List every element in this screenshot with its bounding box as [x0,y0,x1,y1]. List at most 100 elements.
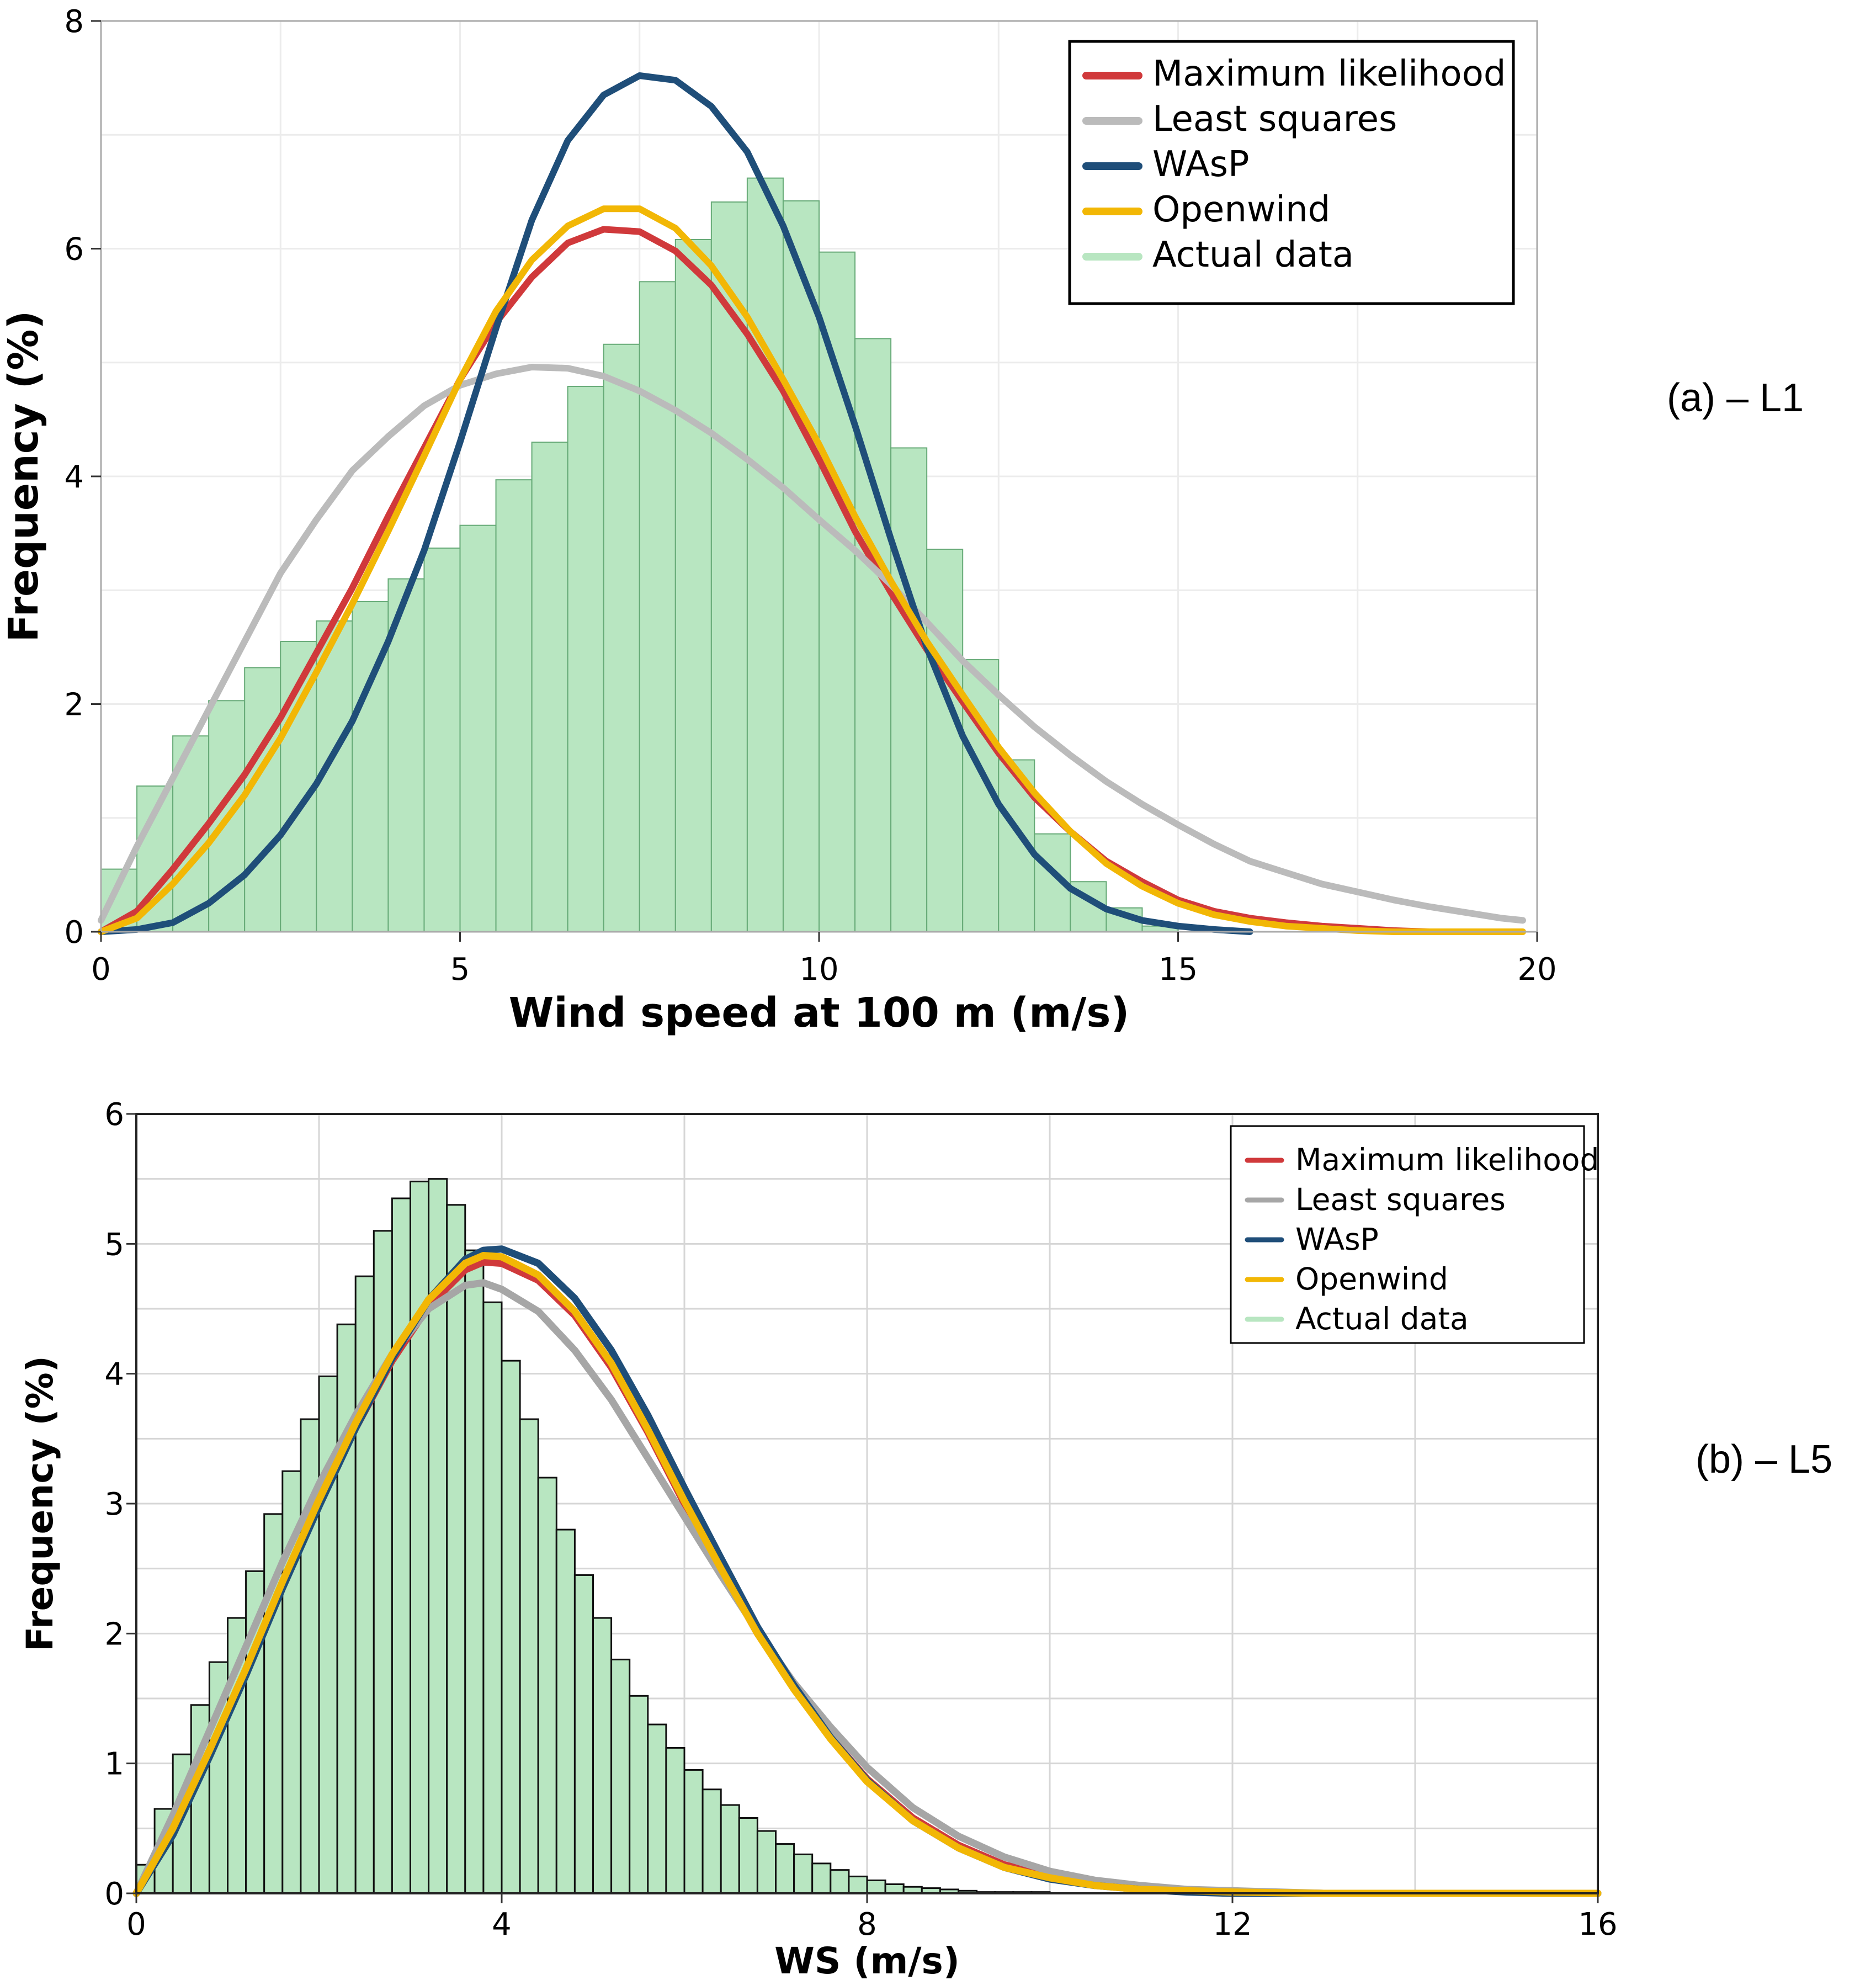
histogram-bar [746,177,784,932]
panel-a: 0 5 10 15 20 0 2 4 6 8 Wind speed at 100 m (m/s) Fr… [0,4,1804,1037]
histogram-bar [866,1879,886,1894]
legend-label: Least squares [1295,1182,1506,1217]
histogram-bar [830,1869,850,1894]
x-axis-label: WS (m/s) [774,1940,960,1980]
fitted-curves [98,72,1526,935]
panel-tag: (a) – L1 [1667,376,1804,420]
histogram-bar [495,479,533,932]
histogram-bar [738,1817,758,1894]
histogram-bar [890,447,928,932]
legend: Maximum likelihood Least squaresWAsPOpenw… [1068,40,1515,305]
legend-label: Openwind [1295,1261,1448,1297]
y-tick-label: 4 [64,459,84,495]
histogram-bar [603,343,640,932]
legend-label: Least squares [1152,99,1397,140]
histogram-bar [459,524,497,932]
y-tick-label: 0 [104,1876,124,1912]
histogram-bar [555,1528,576,1894]
y-tick-label: 5 [104,1227,124,1262]
y-tick-label: 2 [104,1616,124,1652]
legend-label: Actual data [1295,1301,1469,1336]
histogram-bar [410,1180,430,1894]
y-tick-label: 8 [64,4,84,40]
x-tick-label: 20 [1517,952,1556,988]
x-tick-label: 16 [1578,1907,1617,1942]
x-tick-label: 8 [857,1907,877,1942]
histogram-bar [567,386,604,932]
histogram-bar [811,1862,832,1894]
legend-label: Maximum likelihood [1152,54,1506,94]
histogram-bars [100,177,1179,932]
histogram-bar [854,338,892,932]
histogram-bar [674,239,712,932]
x-tick-label: 15 [1158,952,1198,988]
histogram-bar [592,1617,613,1894]
y-tick-label: 3 [104,1487,124,1522]
histogram-bar [782,200,820,932]
histogram-bar [519,1418,539,1894]
fitted-curves [132,1245,1602,1897]
x-axis-label: Wind speed at 100 m (m/s) [509,989,1130,1037]
histogram-bar [720,1804,740,1894]
histogram-bar [482,1301,503,1894]
histogram-bar [423,547,461,932]
series-line [132,1252,1602,1897]
histogram-bar [775,1843,795,1894]
histogram-bar [819,251,856,932]
histogram-bars [135,1178,1051,1894]
x-tick-label: 10 [799,952,838,988]
histogram-bar [848,1875,868,1894]
panel-tag: (b) – L5 [1696,1437,1832,1482]
y-axis-label: Frequency (%) [0,311,47,643]
histogram-bar [884,1883,905,1894]
histogram-bar [464,1249,485,1894]
legend-label: Actual data [1152,235,1354,275]
x-tick-label: 0 [91,952,111,988]
y-tick-label: 1 [104,1747,124,1782]
histogram-bar [629,1695,649,1894]
legend-label: Maximum likelihood [1295,1142,1599,1177]
histogram-bar [639,281,676,932]
histogram-bar [573,1574,594,1894]
histogram-bar [701,1788,722,1894]
x-tick-label: 4 [492,1907,512,1942]
legend-label: WAsP [1152,144,1250,185]
histogram-bar [926,549,964,932]
histogram-bar [683,1769,704,1894]
y-axis-label: Frequency (%) [19,1356,61,1652]
series-line [98,72,1253,935]
histogram-bar [446,1204,466,1894]
y-tick-label: 4 [104,1357,124,1393]
histogram-bar [610,1658,631,1894]
histogram-bar [647,1723,667,1894]
histogram-bar [244,667,281,932]
legend-box [1230,1125,1585,1344]
histogram-bar [537,1477,557,1894]
series-line [98,205,1526,935]
ticks: 0 5 10 15 20 0 2 4 6 8 [64,4,1556,988]
legend: Maximum likelihood Least squares WAsP Openw… [1230,1125,1599,1344]
histogram-bar [387,578,425,932]
histogram-bar [531,442,568,932]
legend-box [1068,40,1515,305]
series-line [98,364,1526,924]
histogram-bar [793,1853,814,1894]
x-tick-label: 5 [450,952,470,988]
y-tick-label: 6 [104,1097,124,1133]
histogram-bar [373,1230,393,1894]
histogram-bar [354,1275,375,1894]
histogram-bar [391,1197,412,1894]
x-tick-label: 0 [126,1907,146,1942]
histogram-bar [665,1747,685,1894]
y-tick-label: 6 [64,232,84,268]
legend-label: Openwind [1152,189,1330,230]
x-tick-label: 12 [1213,1907,1252,1942]
legend-label: WAsP [1295,1222,1379,1257]
histogram-bar [756,1830,777,1894]
y-tick-label: 2 [64,687,84,723]
histogram-bar [501,1360,521,1894]
y-tick-label: 0 [64,915,84,951]
histogram-bar [336,1323,357,1894]
